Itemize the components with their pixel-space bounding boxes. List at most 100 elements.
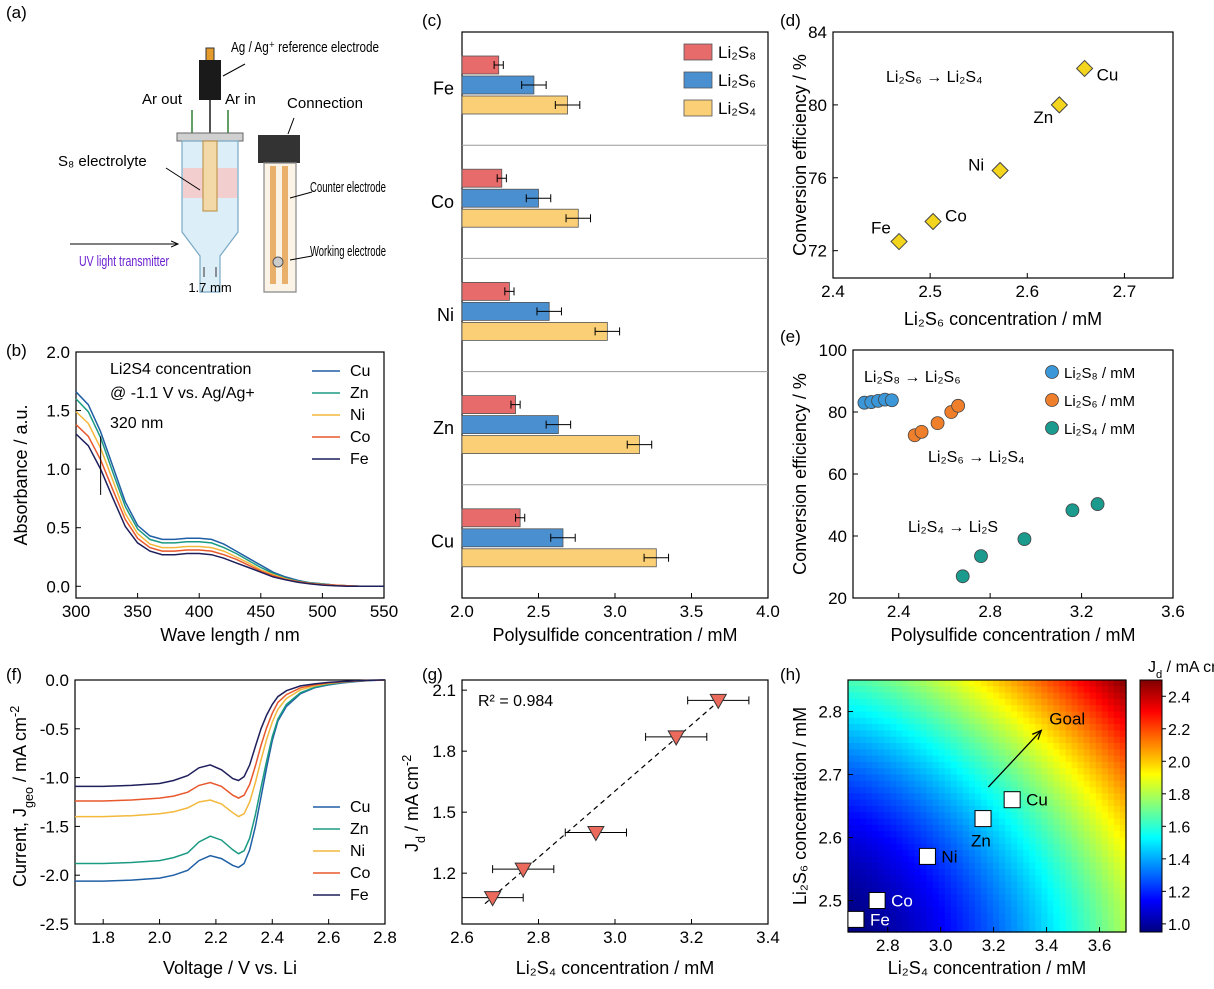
heatmap-cell [993, 856, 1000, 864]
heatmap-cell [1071, 780, 1079, 788]
heatmap-cell [938, 869, 946, 876]
heatmap-cell [1035, 875, 1042, 883]
reference-electrode-tip [205, 47, 215, 63]
heatmap-cell [1053, 680, 1061, 687]
legend-label-Cu: Cu [350, 363, 370, 380]
heatmap-cell [1089, 698, 1097, 706]
heatmap-cell [993, 749, 1000, 757]
heatmap-cell [1029, 780, 1036, 788]
heatmap-cell [974, 837, 982, 845]
label-ar-out: Ar out [142, 91, 183, 108]
heatmap-cell [1053, 793, 1061, 801]
heatmap-cell [1107, 774, 1115, 782]
heatmap-cell [878, 724, 885, 731]
annotation-part: / mA cm [10, 717, 30, 787]
heatmap-cell [914, 705, 922, 713]
heatmap-cell [974, 925, 982, 933]
heatmap-cell [980, 824, 988, 832]
y-tick-label: 20 [828, 589, 847, 608]
heatmap-cell [987, 843, 994, 851]
heatmap-cell [908, 913, 916, 920]
heatmap-cell [1035, 711, 1042, 719]
heatmap-cell [1071, 705, 1079, 713]
heatmap-cell [890, 856, 897, 864]
heatmap-cell [848, 717, 855, 725]
heatmap-cell [926, 919, 934, 927]
heatmap-cell [854, 787, 861, 794]
data-point-Cu [1003, 791, 1021, 809]
heatmap-cell [980, 730, 988, 738]
heatmap-cell [987, 919, 994, 927]
heatmap-cell [1053, 850, 1061, 857]
heatmap-cell [1089, 831, 1097, 839]
heatmap-cell [1077, 919, 1085, 927]
heatmap-cell [938, 711, 946, 719]
heatmap-cell [884, 711, 891, 719]
heatmap-cell [999, 812, 1006, 820]
heatmap-cell [1047, 711, 1055, 719]
heatmap-cell [974, 698, 982, 706]
heatmap-cell [896, 862, 903, 870]
heatmap-cell [878, 831, 885, 839]
heatmap-cell [987, 850, 994, 857]
annotation-part: / mA cm [402, 766, 422, 836]
heatmap-cell [866, 818, 873, 826]
heatmap-cell [1089, 894, 1097, 902]
heatmap-cell [1113, 894, 1121, 902]
heatmap-cell [1041, 843, 1049, 851]
heatmap-cell [1053, 755, 1061, 763]
heatmap-cell [1089, 755, 1097, 763]
heatmap-cell [920, 686, 928, 694]
heatmap-cell [914, 717, 922, 725]
heatmap-cell [938, 761, 946, 769]
heatmap-cell [1005, 749, 1012, 757]
heatmap-cell [1005, 881, 1012, 889]
heatmap-cell [1107, 906, 1115, 914]
heatmap-cell [956, 856, 964, 864]
heatmap-cell [1059, 919, 1067, 927]
heatmap-cell [1041, 686, 1049, 694]
heatmap-cell [1119, 900, 1127, 908]
heatmap-cell [872, 780, 879, 788]
heatmap-cell [1029, 787, 1036, 794]
heatmap-cell [962, 799, 970, 807]
heatmap-cell [848, 843, 855, 851]
heatmap-cell [1047, 793, 1055, 801]
heatmap-cell [902, 900, 910, 908]
data-point-Fe [890, 232, 908, 251]
heatmap-cell [938, 780, 946, 788]
heatmap-cell [1011, 680, 1018, 687]
heatmap-cell [950, 887, 958, 895]
heatmap-cell [884, 856, 891, 864]
data-point-2 [587, 826, 605, 842]
cell-schematic: Ag / Ag⁺ reference electrode Ar out Ar i… [58, 39, 386, 295]
heatmap-cell [902, 761, 910, 769]
heatmap-cell [956, 780, 964, 788]
heatmap-cell [1029, 881, 1036, 889]
heatmap-cell [1017, 698, 1024, 706]
data-point-series-1 [914, 424, 929, 439]
heatmap-cell [980, 843, 988, 851]
heatmap-cell [1083, 913, 1091, 920]
heatmap-cell [920, 761, 928, 769]
heatmap-cell [1119, 774, 1127, 782]
error-bar [525, 194, 552, 203]
heatmap-cell [1083, 812, 1091, 820]
heatmap-cell [1083, 724, 1091, 731]
annotation-part: J [1148, 659, 1156, 676]
heatmap-cell [1017, 881, 1024, 889]
heatmap-cell [1029, 680, 1036, 687]
heatmap-cell [920, 705, 928, 713]
heatmap-cell [908, 717, 916, 725]
heatmap-cell [1077, 724, 1085, 731]
heatmap-cell [944, 724, 952, 731]
heatmap-cell [987, 837, 994, 845]
heatmap-cell [938, 831, 946, 839]
error-bar [515, 513, 526, 522]
heatmap-cell [1077, 787, 1085, 794]
heatmap-cell [987, 698, 994, 706]
heatmap-cell [1095, 818, 1103, 826]
heatmap-cell [1095, 806, 1103, 813]
heatmap-cell [1113, 881, 1121, 889]
heatmap-cell [1065, 761, 1073, 769]
